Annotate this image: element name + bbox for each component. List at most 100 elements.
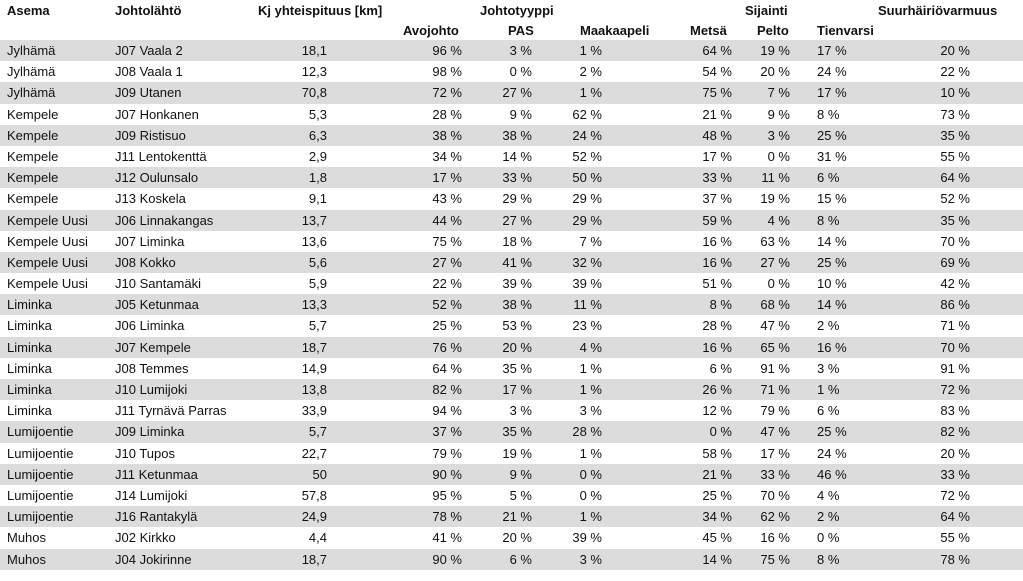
cell-pelto[interactable]: 33 % xyxy=(760,466,790,482)
cell-maakaapeli[interactable]: 1 % xyxy=(579,509,602,525)
header-sijainti[interactable]: Sijainti xyxy=(745,3,788,18)
cell-metsa[interactable]: 14 % xyxy=(702,551,732,567)
cell-suurhairiovarmuus[interactable]: 72 % xyxy=(940,382,970,397)
cell-pas[interactable]: 18 % xyxy=(502,233,532,249)
cell-avojohto[interactable]: 76 % xyxy=(432,339,462,355)
cell-suurhairiovarmuus[interactable]: 35 % xyxy=(940,127,970,143)
cell-maakaapeli[interactable]: 52 % xyxy=(572,148,602,164)
cell-pelto[interactable]: 11 % xyxy=(761,170,790,186)
cell-tienvarsi[interactable]: 2 % xyxy=(817,509,840,525)
cell-maakaapeli[interactable]: 1 % xyxy=(579,43,602,58)
cell-tienvarsi[interactable]: 31 % xyxy=(817,148,847,164)
cell-pelto[interactable]: 65 % xyxy=(760,339,790,355)
cell-metsa[interactable]: 16 % xyxy=(702,339,732,355)
cell-kj-pituus[interactable]: 5,9 xyxy=(308,276,327,292)
cell-maakaapeli[interactable]: 1 % xyxy=(579,382,602,397)
cell-metsa[interactable]: 51 % xyxy=(702,276,732,292)
cell-maakaapeli[interactable]: 1 % xyxy=(579,360,602,376)
cell-suurhairiovarmuus[interactable]: 64 % xyxy=(940,509,970,525)
cell-johtolahto[interactable]: J11 Tyrnävä Parras xyxy=(115,403,227,419)
cell-maakaapeli[interactable]: 4 % xyxy=(579,339,602,355)
cell-metsa[interactable]: 6 % xyxy=(709,360,732,376)
cell-avojohto[interactable]: 37 % xyxy=(432,424,462,440)
cell-suurhairiovarmuus[interactable]: 82 % xyxy=(940,424,970,440)
cell-metsa[interactable]: 0 % xyxy=(709,424,732,440)
cell-maakaapeli[interactable]: 50 % xyxy=(572,170,602,186)
cell-pelto[interactable]: 75 % xyxy=(760,551,790,567)
cell-suurhairiovarmuus[interactable]: 71 % xyxy=(940,318,970,334)
cell-metsa[interactable]: 25 % xyxy=(702,487,732,503)
cell-pelto[interactable]: 0 % xyxy=(767,148,790,164)
cell-metsa[interactable]: 17 % xyxy=(702,148,732,164)
cell-suurhairiovarmuus[interactable]: 42 % xyxy=(940,276,970,292)
header-asema[interactable]: Asema xyxy=(7,3,50,18)
cell-suurhairiovarmuus[interactable]: 20 % xyxy=(940,445,970,461)
cell-kj-pituus[interactable]: 50 xyxy=(312,466,327,482)
cell-kj-pituus[interactable]: 1,8 xyxy=(308,170,327,186)
cell-asema[interactable]: Jylhämä xyxy=(7,64,56,80)
cell-maakaapeli[interactable]: 24 % xyxy=(572,127,602,143)
cell-avojohto[interactable]: 94 % xyxy=(432,403,462,419)
cell-metsa[interactable]: 45 % xyxy=(702,530,732,546)
cell-pelto[interactable]: 3 % xyxy=(767,127,790,143)
cell-pelto[interactable]: 79 % xyxy=(760,403,790,419)
cell-avojohto[interactable]: 25 % xyxy=(432,318,462,334)
cell-pelto[interactable]: 17 % xyxy=(760,445,790,461)
cell-avojohto[interactable]: 34 % xyxy=(432,148,462,164)
cell-suurhairiovarmuus[interactable]: 73 % xyxy=(940,106,970,122)
cell-suurhairiovarmuus[interactable]: 83 % xyxy=(940,403,970,419)
cell-suurhairiovarmuus[interactable]: 69 % xyxy=(940,254,970,270)
cell-tienvarsi[interactable]: 4 % xyxy=(817,487,840,503)
cell-tienvarsi[interactable]: 17 % xyxy=(817,85,847,101)
cell-avojohto[interactable]: 41 % xyxy=(432,530,462,546)
cell-maakaapeli[interactable]: 62 % xyxy=(572,106,602,122)
cell-maakaapeli[interactable]: 39 % xyxy=(572,530,602,546)
cell-asema[interactable]: Lumijoentie xyxy=(7,466,74,482)
cell-kj-pituus[interactable]: 13,3 xyxy=(301,297,327,313)
cell-asema[interactable]: Kempele xyxy=(7,127,59,143)
cell-tienvarsi[interactable]: 24 % xyxy=(817,64,847,80)
cell-suurhairiovarmuus[interactable]: 91 % xyxy=(940,360,970,376)
cell-pas[interactable]: 38 % xyxy=(502,127,532,143)
cell-kj-pituus[interactable]: 9,1 xyxy=(308,191,327,207)
cell-pelto[interactable]: 91 % xyxy=(760,360,790,376)
cell-suurhairiovarmuus[interactable]: 70 % xyxy=(940,339,970,355)
cell-avojohto[interactable]: 38 % xyxy=(432,127,462,143)
cell-avojohto[interactable]: 64 % xyxy=(432,360,462,376)
cell-johtolahto[interactable]: J09 Ristisuo xyxy=(115,127,186,143)
cell-johtolahto[interactable]: J04 Jokirinne xyxy=(115,551,192,567)
header-pas[interactable]: PAS xyxy=(508,23,534,38)
cell-pelto[interactable]: 19 % xyxy=(760,43,790,58)
cell-asema[interactable]: Jylhämä xyxy=(7,43,56,58)
cell-johtolahto[interactable]: J11 Ketunmaa xyxy=(115,466,198,482)
cell-tienvarsi[interactable]: 8 % xyxy=(817,551,840,567)
cell-kj-pituus[interactable]: 57,8 xyxy=(301,487,327,503)
cell-maakaapeli[interactable]: 39 % xyxy=(572,276,602,292)
cell-asema[interactable]: Liminka xyxy=(7,360,52,376)
cell-avojohto[interactable]: 79 % xyxy=(432,445,462,461)
cell-avojohto[interactable]: 95 % xyxy=(432,487,462,503)
cell-tienvarsi[interactable]: 8 % xyxy=(817,212,840,228)
cell-maakaapeli[interactable]: 2 % xyxy=(579,64,602,80)
header-avojohto[interactable]: Avojohto xyxy=(403,23,459,38)
cell-asema[interactable]: Kempele Uusi xyxy=(7,254,88,270)
cell-kj-pituus[interactable]: 18,7 xyxy=(301,339,327,355)
cell-metsa[interactable]: 75 % xyxy=(702,85,732,101)
cell-kj-pituus[interactable]: 13,6 xyxy=(301,233,327,249)
cell-metsa[interactable]: 28 % xyxy=(702,318,732,334)
cell-pelto[interactable]: 27 % xyxy=(760,254,790,270)
cell-avojohto[interactable]: 72 % xyxy=(432,85,462,101)
header-tienvarsi[interactable]: Tienvarsi xyxy=(817,23,874,38)
cell-avojohto[interactable]: 75 % xyxy=(432,233,462,249)
cell-suurhairiovarmuus[interactable]: 78 % xyxy=(940,551,970,567)
cell-maakaapeli[interactable]: 11 % xyxy=(573,297,602,313)
cell-pas[interactable]: 39 % xyxy=(502,276,532,292)
cell-tienvarsi[interactable]: 46 % xyxy=(817,466,847,482)
cell-pas[interactable]: 3 % xyxy=(509,43,532,58)
cell-tienvarsi[interactable]: 3 % xyxy=(817,360,840,376)
cell-tienvarsi[interactable]: 6 % xyxy=(817,403,840,419)
cell-kj-pituus[interactable]: 22,7 xyxy=(301,445,327,461)
cell-asema[interactable]: Muhos xyxy=(7,551,47,567)
cell-pelto[interactable]: 0 % xyxy=(767,276,790,292)
cell-kj-pituus[interactable]: 70,8 xyxy=(301,85,327,101)
